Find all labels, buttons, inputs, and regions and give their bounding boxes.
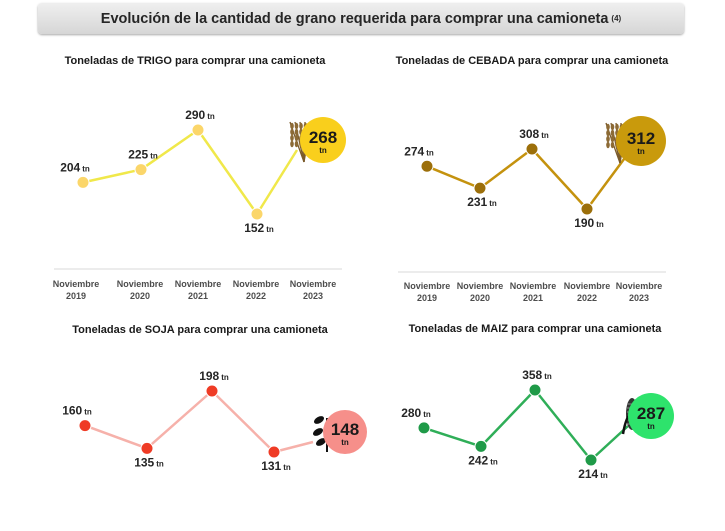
x-tick-label: Noviembre 2022	[233, 279, 280, 301]
data-point	[205, 384, 219, 398]
highlight-value: 268	[309, 128, 337, 147]
data-label: 160 tn	[62, 404, 92, 418]
data-label: 225 tn	[128, 148, 158, 162]
data-label: 358 tn	[522, 368, 552, 382]
chart-title: Toneladas de SOJA para comprar una camio…	[72, 324, 328, 336]
data-point	[420, 159, 434, 173]
series-line	[423, 388, 629, 462]
data-point	[76, 175, 90, 189]
data-point	[417, 421, 431, 435]
data-label: 214 tn	[578, 467, 608, 481]
x-tick-label: Noviembre 2021	[510, 281, 557, 303]
data-point	[250, 207, 264, 221]
chart-title: Toneladas de CEBADA para comprar una cam…	[396, 55, 670, 67]
data-point	[191, 123, 205, 137]
chart-3: Toneladas de MAIZ para comprar una camio…	[401, 323, 674, 481]
highlight-value: 287	[637, 404, 665, 423]
data-point	[584, 453, 598, 467]
data-label: 231 tn	[467, 195, 497, 209]
data-point	[580, 202, 594, 216]
data-label: 190 tn	[574, 216, 604, 230]
x-tick-label: Noviembre 2019	[404, 281, 451, 303]
highlight-value-badge	[616, 116, 666, 166]
data-label: 290 tn	[185, 108, 215, 122]
page-title: Evolución de la cantidad de grano requer…	[100, 10, 609, 27]
chart-2: Toneladas de SOJA para comprar una camio…	[62, 324, 367, 473]
highlight-value-badge	[300, 117, 346, 163]
highlight-value: 148	[331, 420, 359, 439]
highlight-value-badge	[628, 393, 674, 439]
chart-0: Toneladas de TRIGO para comprar una cami…	[53, 55, 346, 301]
x-tick-label: Noviembre 2022	[564, 281, 611, 303]
data-point	[78, 419, 92, 433]
x-tick-label: Noviembre 2023	[290, 279, 337, 301]
highlight-unit: tn	[319, 146, 327, 155]
series-line	[84, 389, 314, 454]
x-tick-label: Noviembre 2021	[175, 279, 222, 301]
highlight-unit: tn	[647, 422, 655, 431]
x-tick-label: Noviembre 2020	[457, 281, 504, 303]
data-label: 152 tn	[244, 221, 274, 235]
series-line	[426, 147, 632, 211]
data-label: 274 tn	[404, 144, 434, 158]
highlight-value-badge	[323, 410, 367, 454]
highlight-unit: tn	[637, 147, 645, 156]
data-point	[473, 181, 487, 195]
data-point	[140, 441, 154, 455]
highlight-value: 312	[627, 129, 655, 148]
series-line	[82, 128, 299, 216]
x-tick-label: Noviembre 2020	[117, 279, 164, 301]
chart-1: Toneladas de CEBADA para comprar una cam…	[396, 55, 670, 303]
data-label: 204 tn	[60, 160, 90, 174]
data-point	[267, 445, 281, 459]
data-label: 242 tn	[468, 453, 498, 467]
chart-title: Toneladas de TRIGO para comprar una cami…	[65, 55, 327, 67]
data-label: 280 tn	[401, 406, 431, 420]
chart-title: Toneladas de MAIZ para comprar una camio…	[409, 323, 663, 335]
data-point	[474, 439, 488, 453]
data-point	[525, 142, 539, 156]
x-tick-label: Noviembre 2019	[53, 279, 100, 301]
data-label: 308 tn	[519, 127, 549, 141]
title-footnote: (4)	[611, 14, 622, 23]
page-title-bar: Evolución de la cantidad de grano requer…	[38, 3, 684, 34]
data-point	[528, 383, 542, 397]
data-point	[134, 163, 148, 177]
data-label: 131 tn	[261, 459, 291, 473]
data-label: 198 tn	[199, 369, 229, 383]
highlight-unit: tn	[341, 438, 349, 447]
data-label: 135 tn	[134, 455, 164, 469]
x-tick-label: Noviembre 2023	[616, 281, 663, 303]
